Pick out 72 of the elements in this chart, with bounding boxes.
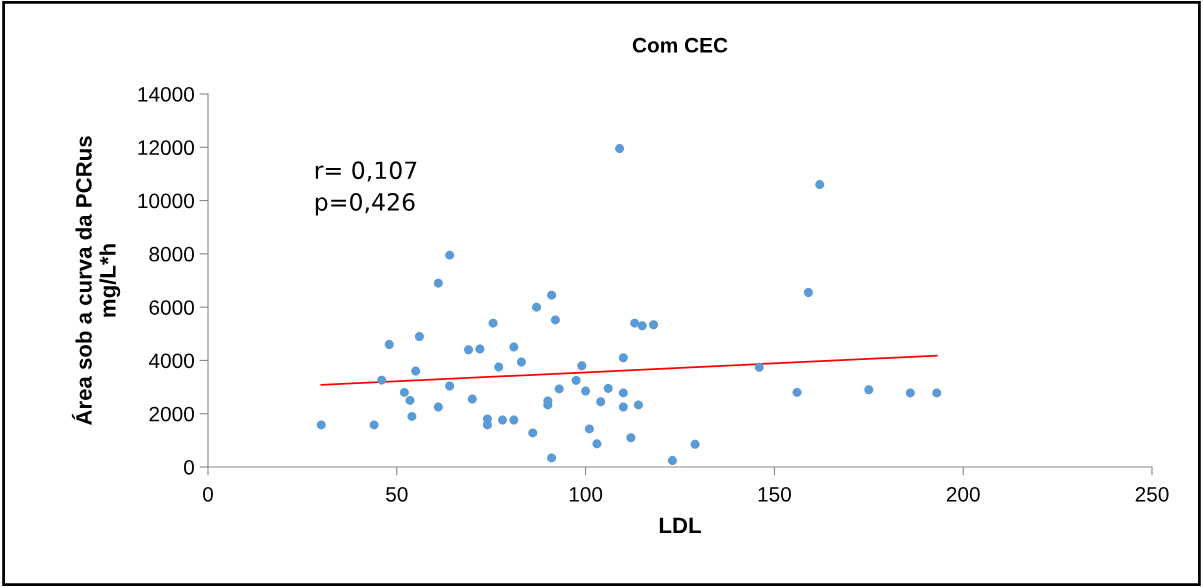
point — [467, 394, 477, 404]
x-tick-label: 250 — [1135, 486, 1169, 502]
point — [384, 339, 394, 349]
point — [618, 388, 628, 398]
y-tick-label: 0 — [184, 460, 194, 475]
point — [399, 387, 409, 397]
point — [618, 353, 628, 363]
point — [547, 290, 557, 300]
point — [615, 144, 625, 154]
y-tick-label: 8000 — [149, 246, 194, 262]
x-tick-label: 200 — [946, 486, 980, 502]
point — [516, 357, 526, 367]
point — [932, 388, 942, 398]
point — [592, 439, 602, 449]
point — [630, 318, 640, 328]
y-axis-title: Área sob a curva da PCRus mg/L*h — [71, 136, 121, 426]
point — [803, 287, 813, 297]
point — [369, 420, 379, 430]
point — [649, 320, 659, 330]
y-tick-label: 6000 — [149, 300, 194, 315]
chart-title: Com CEC — [632, 37, 728, 53]
point — [905, 388, 915, 398]
point — [792, 387, 802, 397]
y-tick-label: 12000 — [138, 140, 194, 156]
point — [445, 381, 455, 391]
point — [433, 278, 443, 288]
point — [584, 424, 594, 434]
x-axis-title: LDL — [659, 517, 701, 534]
point — [316, 420, 326, 430]
point — [445, 250, 455, 260]
point — [488, 318, 498, 328]
point — [626, 433, 636, 443]
annotation: r= 0,107 — [315, 161, 417, 182]
point — [550, 315, 560, 325]
point — [509, 342, 519, 352]
point — [528, 428, 538, 438]
point — [377, 375, 387, 385]
point — [603, 383, 613, 393]
annotation: p=0,426 — [315, 193, 415, 216]
point — [618, 402, 628, 412]
point — [414, 331, 424, 341]
point — [596, 397, 606, 407]
point — [433, 402, 443, 412]
point — [667, 456, 677, 466]
point — [637, 321, 647, 331]
point — [754, 362, 764, 372]
y-tick-label: 10000 — [138, 193, 194, 209]
point — [690, 439, 700, 449]
x-tick-label: 0 — [203, 486, 213, 502]
point — [554, 384, 564, 394]
point — [411, 366, 421, 376]
point — [405, 395, 415, 405]
point — [581, 386, 591, 396]
point — [633, 400, 643, 410]
point — [509, 415, 519, 425]
point — [547, 453, 557, 463]
point — [464, 345, 474, 355]
point — [494, 362, 504, 372]
x-tick-label: 150 — [758, 486, 791, 502]
point — [475, 344, 485, 354]
point — [498, 415, 508, 425]
point — [407, 411, 417, 421]
point — [532, 302, 542, 312]
point — [864, 385, 874, 395]
y-tick-label: 4000 — [148, 353, 194, 369]
point — [577, 361, 587, 371]
x-tick-label: 50 — [386, 486, 408, 502]
y-tick-label: 14000 — [138, 87, 194, 102]
point — [815, 180, 825, 190]
point — [571, 375, 581, 385]
y-tick-label: 2000 — [149, 406, 194, 422]
x-tick-label: 100 — [569, 486, 603, 502]
